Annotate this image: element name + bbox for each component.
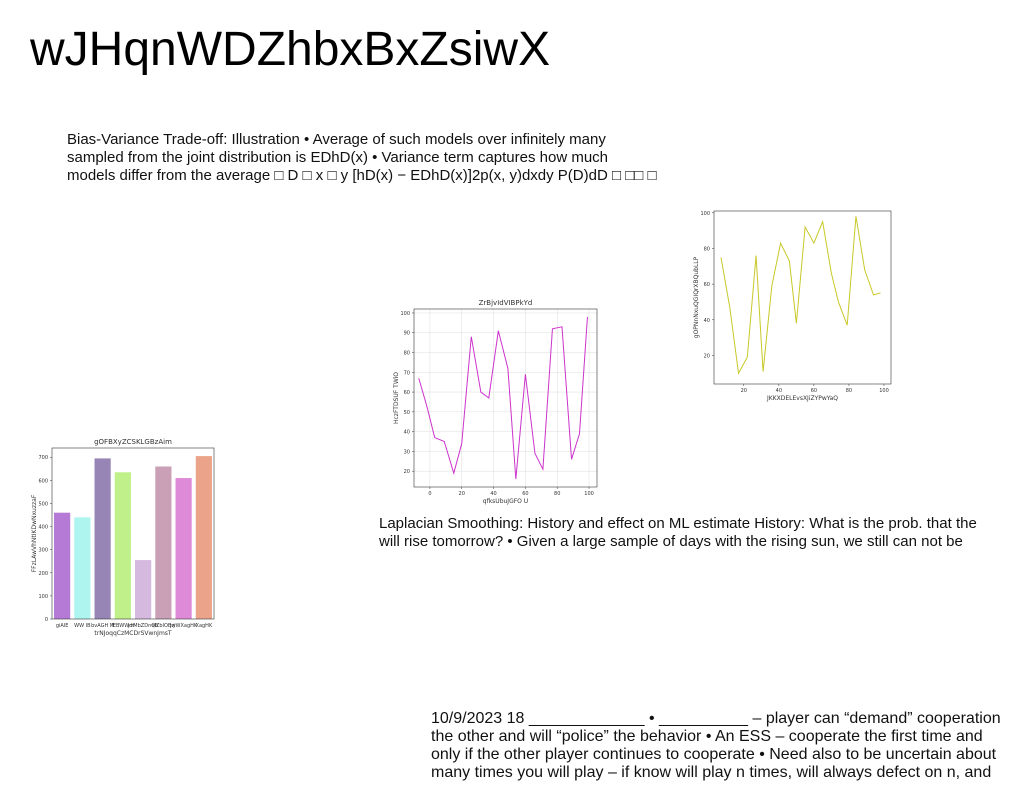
y-tick-label: 60 bbox=[704, 282, 710, 288]
bar bbox=[74, 517, 91, 619]
y-tick-label: 30 bbox=[404, 449, 410, 455]
y-tick-label: 500 bbox=[38, 501, 48, 507]
y-tick-label: 50 bbox=[404, 410, 410, 416]
chart-title: ZrBjvIdVIBPkYd bbox=[479, 299, 533, 307]
bar bbox=[94, 458, 111, 619]
x-tick-label: slZbIOBrj bbox=[152, 623, 175, 629]
page-title: wJHqnWDZhbxBxZsiwX bbox=[30, 23, 551, 76]
line-chart: JKKXDELEvsXJiZYPwYaQ gOPNnNxuQGIQrXBQubLL… bbox=[693, 210, 892, 402]
y-tick-label: 700 bbox=[38, 455, 48, 461]
text-line: models differ from the average □ D □ x □… bbox=[67, 167, 657, 184]
x-tick-label: 40 bbox=[490, 491, 496, 497]
y-tick-label: 200 bbox=[38, 571, 48, 577]
line-series bbox=[418, 316, 588, 480]
y-tick-label: 100 bbox=[38, 594, 48, 600]
x-tick-label: 20 bbox=[459, 491, 465, 497]
y-tick-label: 0 bbox=[45, 617, 48, 623]
x-tick-label: 0 bbox=[428, 491, 431, 497]
plot-frame bbox=[713, 210, 892, 385]
x-tick-label: 100 bbox=[584, 491, 594, 497]
paragraph: Laplacian Smoothing: History and effect … bbox=[379, 515, 977, 551]
y-tick-label: 80 bbox=[704, 246, 710, 252]
chart-title: gOFBXyZCSKLGBzAim bbox=[94, 438, 172, 446]
bar bbox=[175, 478, 192, 619]
y-tick-label: 40 bbox=[404, 430, 410, 436]
plot-frame bbox=[51, 447, 215, 620]
x-tick-label: XagHK bbox=[196, 623, 213, 629]
bar bbox=[114, 472, 131, 619]
text-line: 10/9/2023 18 _____________ • __________ … bbox=[431, 710, 1001, 727]
plot-frame bbox=[413, 308, 598, 488]
text-line: many times you will play – if know will … bbox=[431, 764, 992, 781]
bar bbox=[195, 456, 212, 619]
line-chart: ZrBjvIdVIBPkYd qfksUbuJGFO U HczFTDSUF TWi… bbox=[393, 299, 598, 505]
x-tick-label: 20 bbox=[741, 388, 747, 394]
y-tick-label: 90 bbox=[404, 331, 410, 337]
x-tick-label: 80 bbox=[846, 388, 852, 394]
x-tick-label: WW IB bbox=[74, 623, 91, 629]
text-line: Bias-Variance Trade-off: Illustration • … bbox=[67, 131, 606, 148]
x-tick-label: 80 bbox=[554, 491, 560, 497]
paragraph: 10/9/2023 18 _____________ • __________ … bbox=[431, 710, 1001, 782]
text-line: Laplacian Smoothing: History and effect … bbox=[379, 515, 977, 532]
bar bbox=[135, 560, 152, 619]
y-tick-label: 80 bbox=[404, 351, 410, 357]
y-tick-label: 100 bbox=[700, 211, 710, 217]
text-line: will rise tomorrow? • Given a large samp… bbox=[379, 533, 963, 550]
y-tick-label: 60 bbox=[404, 390, 410, 396]
paragraph: Bias-Variance Trade-off: Illustration • … bbox=[67, 131, 657, 185]
bar-chart: gOFBXyZCSKLGBzAim trNJoqqCzMCDrSVwnJmsT FF… bbox=[31, 438, 215, 637]
x-tick-label: 60 bbox=[522, 491, 528, 497]
x-axis-label: JKKXDELEvsXJiZYPwYaQ bbox=[766, 395, 838, 402]
bar bbox=[54, 512, 71, 619]
bar bbox=[155, 466, 172, 619]
x-tick-label: 100 bbox=[879, 388, 889, 394]
x-axis-label: qfksUbuJGFO U bbox=[483, 498, 528, 505]
x-tick-label: jrrMbZDnQh bbox=[127, 623, 158, 629]
y-tick-label: 70 bbox=[404, 370, 410, 376]
y-axis-label: HczFTDSUF TWiO bbox=[393, 372, 400, 424]
text-line: sampled from the joint distribution is E… bbox=[67, 149, 609, 166]
x-axis-label: trNJoqqCzMCDrSVwnJmsT bbox=[94, 630, 172, 637]
y-axis-label: gOPNnNxuQGIQrXBQubLLP bbox=[693, 256, 700, 338]
x-tick-label: giAIE bbox=[56, 623, 69, 629]
y-tick-label: 40 bbox=[704, 318, 710, 324]
y-tick-label: 20 bbox=[404, 469, 410, 475]
text-line: the other and will “police” the behavior… bbox=[431, 728, 983, 745]
text-line: only if the other player continues to co… bbox=[431, 746, 997, 763]
y-tick-label: 300 bbox=[38, 548, 48, 554]
line-series bbox=[720, 216, 881, 375]
y-tick-label: 600 bbox=[38, 478, 48, 484]
x-tick-label: bvAGH M bbox=[91, 623, 114, 629]
y-tick-label: 400 bbox=[38, 525, 48, 531]
y-axis-label: FFzLAwVhNtIKDwNxuzzaF bbox=[31, 494, 38, 572]
x-tick-label: jwWXagHK bbox=[169, 623, 198, 629]
x-tick-label: 60 bbox=[811, 388, 817, 394]
y-tick-label: 100 bbox=[400, 311, 410, 317]
x-tick-label: lEBWWdt bbox=[111, 623, 134, 629]
x-tick-label: 40 bbox=[776, 388, 782, 394]
y-tick-label: 20 bbox=[704, 353, 710, 359]
